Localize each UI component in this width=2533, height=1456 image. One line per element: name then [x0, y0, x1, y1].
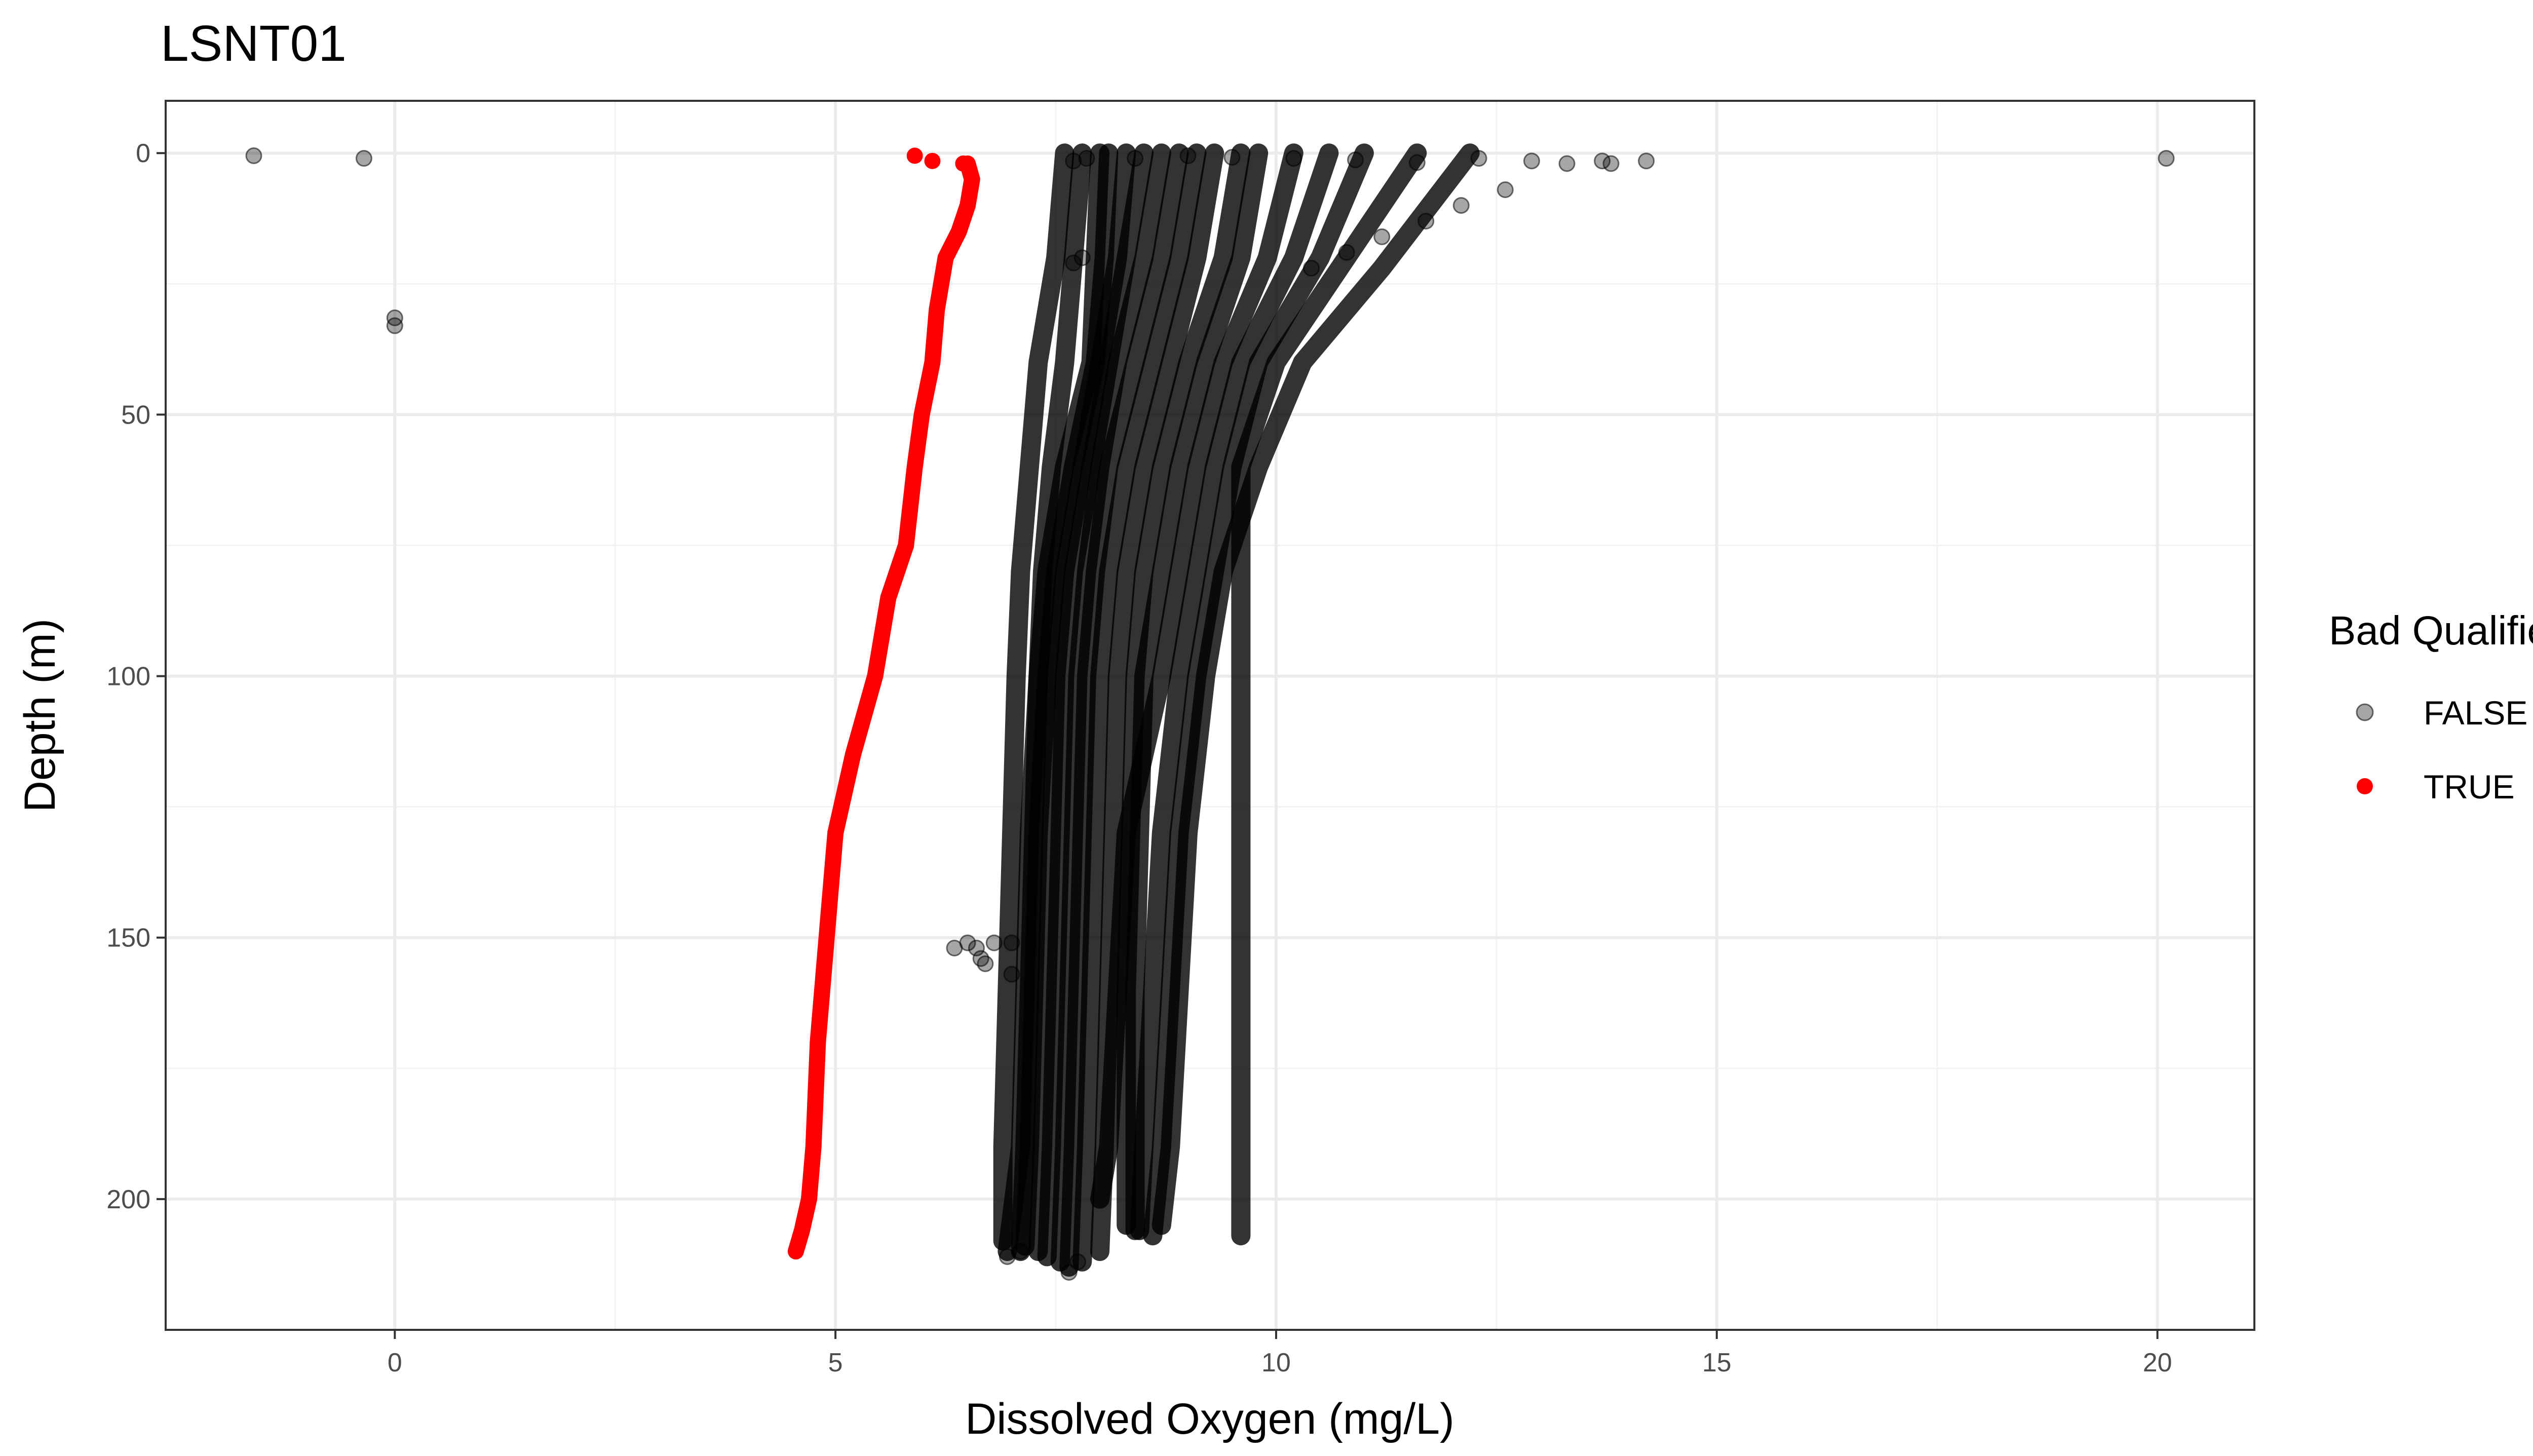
false-point: [1496, 181, 1514, 198]
false-profile-line: [1125, 143, 1269, 1240]
false-profile-line: [1011, 143, 1092, 1261]
false-point: [1638, 152, 1655, 170]
false-point: [1417, 212, 1435, 229]
false-point: [1602, 155, 1620, 172]
false-point: [1003, 966, 1020, 983]
false-point: [1470, 150, 1487, 167]
true-point: [906, 147, 923, 164]
false-point: [1558, 155, 1576, 172]
false-point: [1073, 249, 1091, 266]
false-point: [1452, 197, 1470, 214]
legend: Bad Qualifier FALSE TRUE: [2329, 608, 2533, 806]
false-point: [1347, 151, 1364, 169]
x-tick-label: 20: [2143, 1348, 2172, 1377]
false-profile-line: [993, 143, 1074, 1251]
x-tick-label: 5: [828, 1348, 843, 1377]
x-tick-label: 10: [1261, 1348, 1291, 1377]
x-axis-title: Dissolved Oxygen (mg/L): [965, 1395, 1454, 1443]
false-point: [1179, 147, 1197, 164]
false-profile-line: [1130, 143, 1339, 1240]
false-point: [1303, 259, 1320, 277]
y-tick-label: 0: [136, 139, 150, 168]
false-profile-line: [1231, 143, 1427, 1246]
false-point: [1003, 934, 1020, 951]
true-point: [924, 152, 941, 169]
false-profile-line: [1152, 143, 1480, 1235]
y-tick-label: 200: [106, 1185, 150, 1214]
true-point: [955, 155, 972, 172]
true-profile-line: [787, 155, 980, 1260]
false-point: [245, 147, 262, 164]
chart-title: LSNT01: [161, 15, 347, 72]
false-point: [1285, 150, 1302, 167]
false-point: [968, 939, 985, 956]
y-tick-label: 100: [106, 662, 150, 692]
false-point: [2158, 150, 2175, 167]
false-point: [1065, 152, 1082, 170]
panel-border: [165, 100, 2255, 1331]
legend-key-true: [2357, 778, 2373, 794]
legend-title: Bad Qualifier: [2329, 608, 2533, 653]
false-point: [959, 934, 976, 951]
plot-data: [245, 143, 2175, 1281]
false-point: [985, 934, 1003, 951]
false-point: [1127, 150, 1144, 167]
y-tick-label: 50: [121, 400, 150, 430]
false-profile-line: [1059, 143, 1189, 1277]
false-point: [1408, 154, 1426, 171]
legend-label-true: TRUE: [2424, 768, 2515, 806]
false-point: [1523, 152, 1540, 170]
false-point: [386, 317, 403, 334]
x-tick-label: 15: [1702, 1348, 1732, 1377]
false-point: [1078, 150, 1095, 167]
false-point: [1373, 228, 1391, 245]
legend-key-false: [2356, 703, 2374, 721]
y-tick-label: 150: [106, 924, 150, 953]
false-point: [977, 955, 994, 972]
false-profile-line: [1090, 143, 1303, 1209]
legend-label-false: FALSE: [2424, 694, 2527, 732]
false-point: [1069, 1253, 1087, 1271]
false-point: [1012, 1243, 1029, 1260]
false-point: [1338, 244, 1355, 261]
false-profile-line: [1072, 143, 1207, 1272]
false-point: [1065, 254, 1082, 272]
x-tick-label: 0: [388, 1348, 402, 1377]
false-profile-line: [1037, 143, 1154, 1267]
y-axis-title: Depth (m): [16, 619, 64, 812]
false-point: [355, 150, 372, 167]
false-point: [1223, 148, 1241, 166]
